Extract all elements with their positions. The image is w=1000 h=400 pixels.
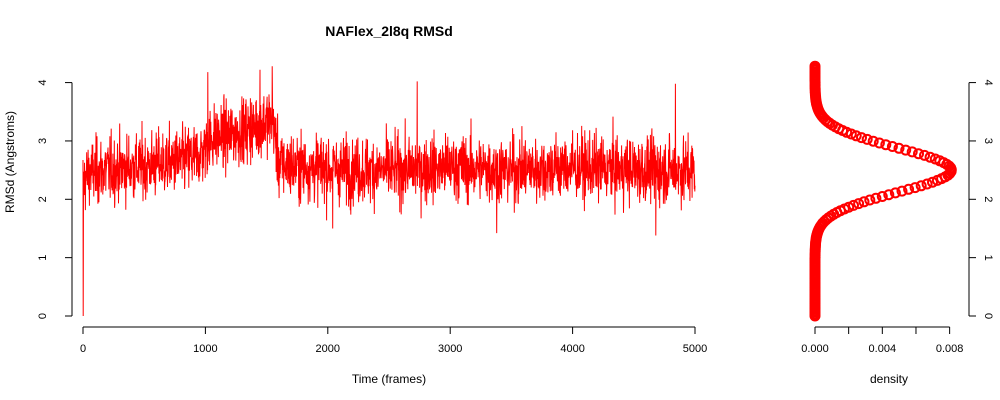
y-tick-label: 3 (37, 138, 49, 144)
x-tick-label: 4000 (560, 343, 584, 355)
density-y-tick-label: 1 (982, 255, 994, 261)
density-point (919, 149, 930, 161)
density-point (856, 132, 867, 144)
x-tick-label: 5000 (683, 343, 707, 355)
density-y-tick-label: 2 (982, 196, 994, 202)
density-point (927, 176, 938, 188)
density-point (929, 153, 941, 165)
density-y-tick-label: 4 (982, 80, 994, 86)
x-tick-label: 2000 (316, 343, 340, 355)
density-x-tick-label: 0.008 (936, 343, 964, 355)
density-point (896, 185, 908, 197)
density-point (809, 60, 821, 72)
density-point (909, 182, 921, 194)
rmsd-series-line (82, 66, 696, 317)
density-x-tick-label: 0.004 (869, 343, 897, 355)
density-point (906, 146, 918, 158)
y-tick-label: 0 (37, 313, 49, 319)
density-y-tick-label: 3 (982, 138, 994, 144)
y-axis-ticks: 0 1 2 3 4 (37, 80, 72, 319)
density-plot: 0.000 0.004 0.008 0 1 2 3 4 density (801, 60, 994, 386)
density-point (886, 141, 898, 152)
density-point (870, 192, 882, 204)
density-point (843, 201, 855, 213)
density-point (850, 130, 862, 142)
x-tick-label: 3000 (438, 343, 462, 355)
x-tick-label: 0 (80, 343, 86, 355)
density-point (883, 189, 895, 201)
density-x-axis-label: density (870, 372, 908, 386)
y-axis-label: RMSd (Angstroms) (3, 111, 17, 213)
density-y-tick-label: 0 (982, 313, 994, 319)
density-point (867, 135, 879, 147)
density-point (921, 178, 933, 190)
density-point (858, 196, 870, 208)
density-point (876, 191, 888, 202)
density-point (853, 198, 865, 210)
density-x-axis-ticks: 0.000 0.004 0.008 (801, 327, 963, 355)
density-point (889, 187, 901, 199)
density-point (913, 148, 924, 160)
density-point (848, 199, 859, 211)
density-points (809, 60, 957, 322)
chart-title: NAFlex_2l8q RMSd (325, 23, 453, 39)
y-tick-label: 2 (37, 196, 49, 202)
density-point (924, 151, 936, 163)
rmsd-line-plot: 0 1000 2000 3000 4000 5000 0 1 2 3 4 Time (frames… (3, 66, 707, 386)
density-point (861, 133, 873, 145)
x-axis-ticks: 0 1000 2000 3000 4000 5000 (80, 327, 707, 355)
density-point (903, 183, 915, 195)
density-point (915, 180, 927, 192)
density-point (900, 144, 912, 156)
density-point (873, 137, 885, 149)
density-x-tick-label: 0.000 (801, 343, 829, 355)
y-tick-label: 4 (37, 80, 49, 86)
density-y-axis-ticks: 0 1 2 3 4 (969, 80, 994, 319)
x-axis-label: Time (frames) (352, 372, 426, 386)
y-tick-label: 1 (37, 255, 49, 261)
x-tick-label: 1000 (193, 343, 217, 355)
density-point (880, 139, 892, 151)
density-point (864, 194, 876, 206)
density-point (893, 142, 905, 154)
